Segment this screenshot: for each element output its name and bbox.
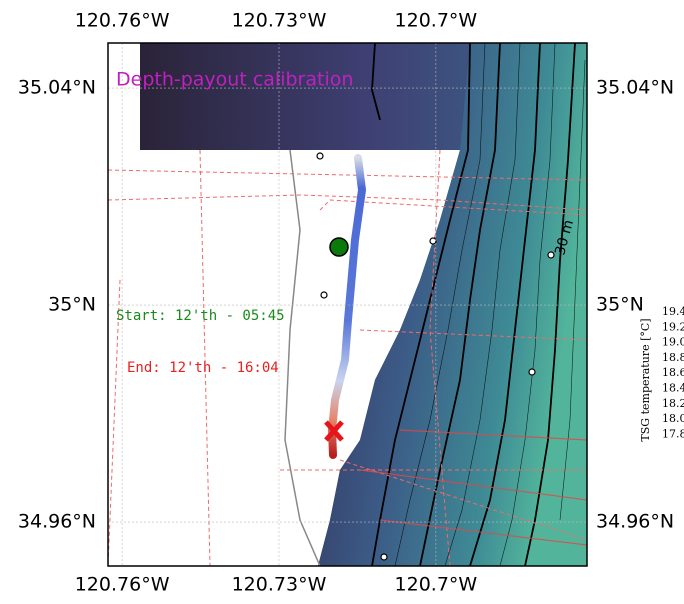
- colorbar-tick-label: 19.4: [662, 305, 684, 318]
- x-tick-label: 120.76°W: [75, 10, 170, 32]
- colorbar-tick-label: 17.8: [662, 427, 684, 440]
- start-label: Start: 12'th - 05:45: [116, 308, 285, 324]
- x-tick-label: 120.7°W: [395, 574, 478, 596]
- colorbar-tick-label: 18.4: [662, 382, 684, 395]
- y-tick-label: 34.96°N: [18, 511, 96, 533]
- colorbar-label: TSG temperature [°C]: [639, 318, 652, 441]
- map-layers: Depth-payout calibration Start: 12'th - …: [108, 43, 587, 566]
- y-tick-label: 35°N: [48, 294, 96, 316]
- y-tick-label: 35°N: [596, 294, 644, 316]
- x-tick-label: 120.76°W: [75, 574, 170, 596]
- colorbar-tick-label: 19.0: [662, 336, 684, 349]
- map-figure: Depth-payout calibration Start: 12'th - …: [0, 0, 684, 604]
- coastline: [285, 150, 320, 566]
- colorbar-tick-label: 19.2: [662, 320, 684, 333]
- x-tick-label: 120.73°W: [232, 10, 327, 32]
- map-title: Depth-payout calibration: [116, 69, 353, 91]
- start-marker: [330, 238, 348, 256]
- colorbar-tick-label: 18.8: [662, 351, 684, 364]
- y-tick-label: 35.04°N: [18, 77, 96, 99]
- colorbar-tick-label: 18.0: [662, 412, 684, 425]
- end-label: End: 12'th - 16:04: [127, 360, 279, 376]
- y-tick-label: 35.04°N: [596, 77, 674, 99]
- colorbar-tick-label: 18.6: [662, 366, 684, 379]
- x-tick-label: 120.73°W: [232, 574, 327, 596]
- y-tick-label: 34.96°N: [596, 511, 674, 533]
- track: [332, 158, 362, 455]
- x-tick-label: 120.7°W: [395, 10, 478, 32]
- colorbar-tick-label: 18.2: [662, 397, 684, 410]
